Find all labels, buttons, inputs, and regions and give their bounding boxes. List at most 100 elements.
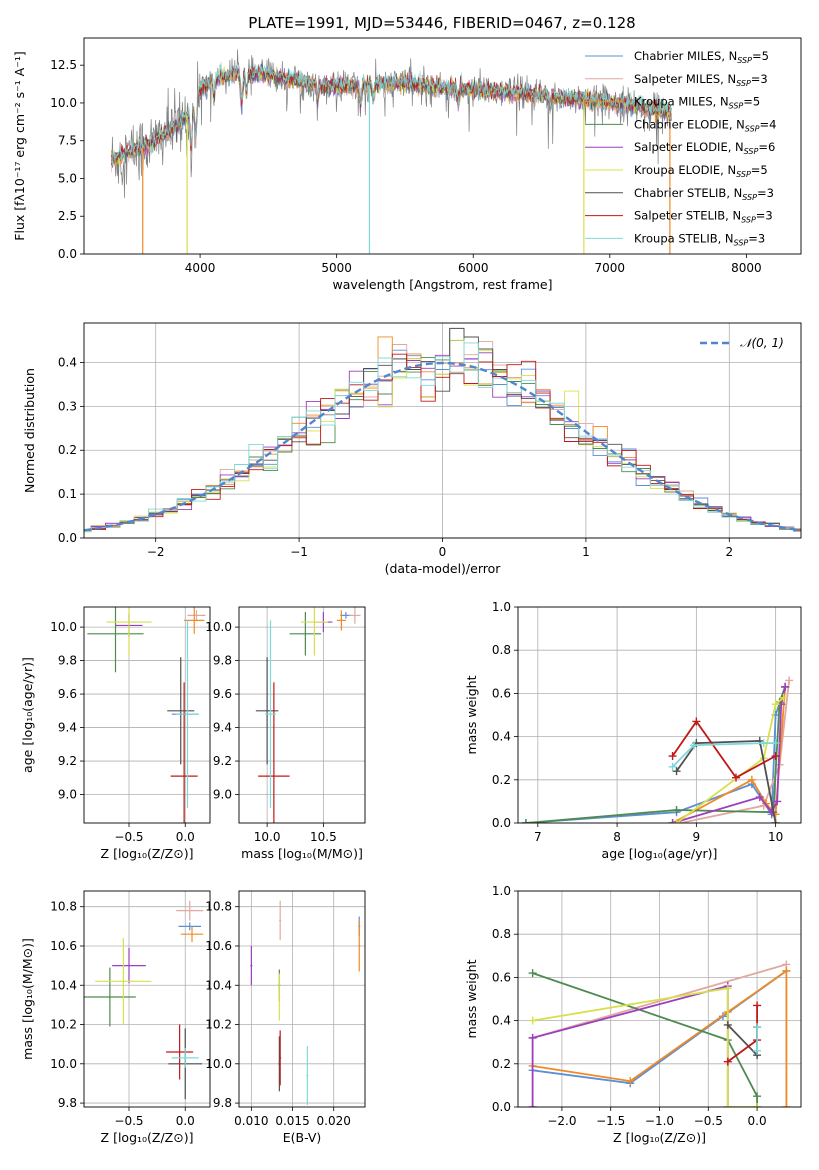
weight-vs-Z-frame (517, 890, 802, 1108)
weight-vs-Z-xtick-label: −1.5 (596, 1114, 625, 1128)
weight-marker (771, 752, 780, 761)
weight-vs-Z-xtick-label: 0.0 (748, 1114, 767, 1128)
weight-vs-Z-ytick-label: 0.6 (492, 970, 511, 984)
weight-vs-age-ytick-label: 0.2 (492, 773, 511, 787)
weight-series-line (671, 742, 776, 768)
age-vs-Z-frame (83, 606, 211, 824)
weight-marker (723, 984, 732, 993)
weight-vs-Z-axes: −2.0 −1.5 −1.0 −0.5 0.0 0.0 0.2 0.4 0.6 0.8 1.0 Z [… (464, 884, 802, 1145)
legend-entry: Kroupa MILES, NSSP=5 (634, 95, 760, 111)
weight-vs-age-xtick-label: 10 (768, 830, 783, 844)
weight-marker (782, 966, 791, 975)
weight-marker (753, 1046, 762, 1055)
mass-vs-Z-ytick-label: 10.8 (50, 900, 77, 914)
weight-marker (753, 1001, 762, 1010)
weight-marker (773, 797, 782, 806)
age-vs-mass-ytick-label: 9.6 (213, 687, 232, 701)
age-vs-mass-axes: 10.0 10.5 9.0 9.2 9.4 9.6 9.8 10.0 mass [log₁₀(M… (205, 606, 366, 861)
mass-vs-Z-xlabel: Z [log₁₀(Z/Z⊙)] (101, 1130, 194, 1145)
spectrum-ytick-label: 5.0 (58, 171, 77, 185)
mass-vs-Z-ytick-label: 10.6 (50, 939, 77, 953)
weight-vs-Z-xtick-label: −0.5 (694, 1114, 723, 1128)
residuals-xtick-label: −1 (290, 545, 308, 559)
legend-entry: Chabrier ELODIE, NSSP=4 (634, 117, 776, 133)
spectrum-xtick-label: 7000 (595, 261, 626, 275)
mass-vs-Z-xtick-label: −0.5 (114, 1114, 143, 1128)
residuals-ytick-label: 0.1 (58, 487, 77, 501)
spectrum-frame (83, 37, 802, 255)
weight-marker (753, 1023, 762, 1032)
weight-vs-age-ytick-label: 1.0 (492, 600, 511, 614)
weight-marker (759, 739, 768, 748)
residuals-axes: −2 −1 0 1 2 0.0 0.1 0.2 0.3 0.4 (data-model)/error… (22, 322, 802, 576)
weight-vs-Z-ytick-label: 1.0 (492, 884, 511, 898)
weight-marker (753, 1092, 762, 1101)
weight-marker (528, 1103, 537, 1107)
age-vs-mass-points (255, 607, 361, 823)
spectrum-xtick-label: 5000 (321, 261, 352, 275)
weight-marker (782, 1103, 791, 1107)
residual-histogram (84, 342, 801, 532)
spectrum-ylabel: Flux [fλ10⁻¹⁷ erg cm⁻² s⁻¹ A⁻¹] (12, 51, 27, 240)
age-vs-mass-ytick-label: 10.0 (205, 620, 232, 634)
figure-title: PLATE=1991, MJD=53446, FIBERID=0467, z=0… (248, 14, 635, 32)
weight-marker (689, 741, 698, 750)
age-vs-Z-points (87, 607, 206, 823)
weight-vs-age-ytick-label: 0.8 (492, 643, 511, 657)
spectrum-model-line (110, 62, 672, 166)
weight-marker (528, 1016, 537, 1025)
mass-vs-ebv-xtick-label: 0.020 (317, 1114, 351, 1128)
weight-marker (672, 806, 681, 815)
weight-vs-Z-xtick-label: −1.0 (645, 1114, 674, 1128)
spectrum-axes: 4000 5000 6000 7000 8000 0.0 2.5 5.0 7.5 10.0 12.5… (12, 37, 802, 292)
weight-marker (771, 700, 780, 709)
residuals-ytick-label: 0.3 (58, 399, 77, 413)
spectrum-xlabel: wavelength [Angstrom, rest frame] (332, 277, 552, 292)
weight-marker (668, 752, 677, 761)
age-vs-mass-ytick-label: 9.8 (213, 654, 232, 668)
plot-area: 4000 5000 6000 7000 80000.02.55.07.510.012.5… (12, 37, 802, 1145)
weight-vs-age-xtick-label: 9 (693, 830, 701, 844)
age-vs-Z-ytick-label: 9.0 (58, 788, 77, 802)
legend-entry: Salpeter MILES, NSSP=3 (634, 72, 768, 88)
residuals-xlabel: (data-model)/error (385, 561, 502, 576)
spectrum-ytick-label: 0.0 (58, 247, 77, 261)
weight-marker (528, 969, 537, 978)
mass-vs-ebv-ytick-label: 10.0 (205, 1057, 232, 1071)
age-vs-mass-frame (238, 606, 366, 824)
residuals-traces (84, 327, 801, 533)
legend-entry: Chabrier STELIB, NSSP=3 (634, 186, 774, 202)
weight-marker (747, 775, 756, 784)
weight-marker (668, 762, 677, 771)
spectrum-ytick-label: 7.5 (58, 134, 77, 148)
mass-vs-ebv-ytick-label: 10.6 (205, 939, 232, 953)
weight-marker (521, 819, 530, 823)
weight-vs-age-ytick-label: 0.6 (492, 686, 511, 700)
mass-vs-Z-ytick-label: 10.2 (50, 1018, 77, 1032)
weight-marker (723, 1057, 732, 1066)
weight-vs-Z-ytick-label: 0.4 (492, 1014, 511, 1028)
mass-vs-ebv-frame (238, 890, 366, 1108)
spectrum-xtick-label: 4000 (185, 261, 216, 275)
weight-vs-age-lines (521, 676, 794, 823)
legend-entry: Kroupa STELIB, NSSP=3 (634, 231, 765, 247)
spectrum-legend: Chabrier MILES, NSSP=5 Salpeter MILES, NS… (585, 49, 776, 247)
legend-entry: Kroupa ELODIE, NSSP=5 (634, 163, 768, 179)
weight-series-line (532, 972, 758, 1107)
weight-vs-age-xtick-label: 7 (534, 830, 542, 844)
mass-vs-ebv-ytick-label: 10.4 (205, 978, 232, 992)
weight-marker (672, 819, 681, 823)
weight-series-line (532, 963, 787, 1039)
weight-marker (785, 676, 794, 685)
residual-histogram (84, 353, 801, 532)
residuals-ytick-label: 0.2 (58, 443, 77, 457)
weight-marker (626, 1077, 635, 1086)
weight-vs-Z-lines (528, 960, 791, 1107)
age-vs-Z-xtick-label: −0.5 (114, 830, 143, 844)
weight-vs-Z-ytick-label: 0.2 (492, 1057, 511, 1071)
residuals-ylabel: Normed distribution (22, 368, 37, 493)
weight-marker (668, 819, 677, 823)
mass-vs-ebv-xtick-label: 0.010 (234, 1114, 268, 1128)
age-vs-mass-ytick-label: 9.4 (213, 721, 232, 735)
weight-marker (731, 773, 740, 782)
